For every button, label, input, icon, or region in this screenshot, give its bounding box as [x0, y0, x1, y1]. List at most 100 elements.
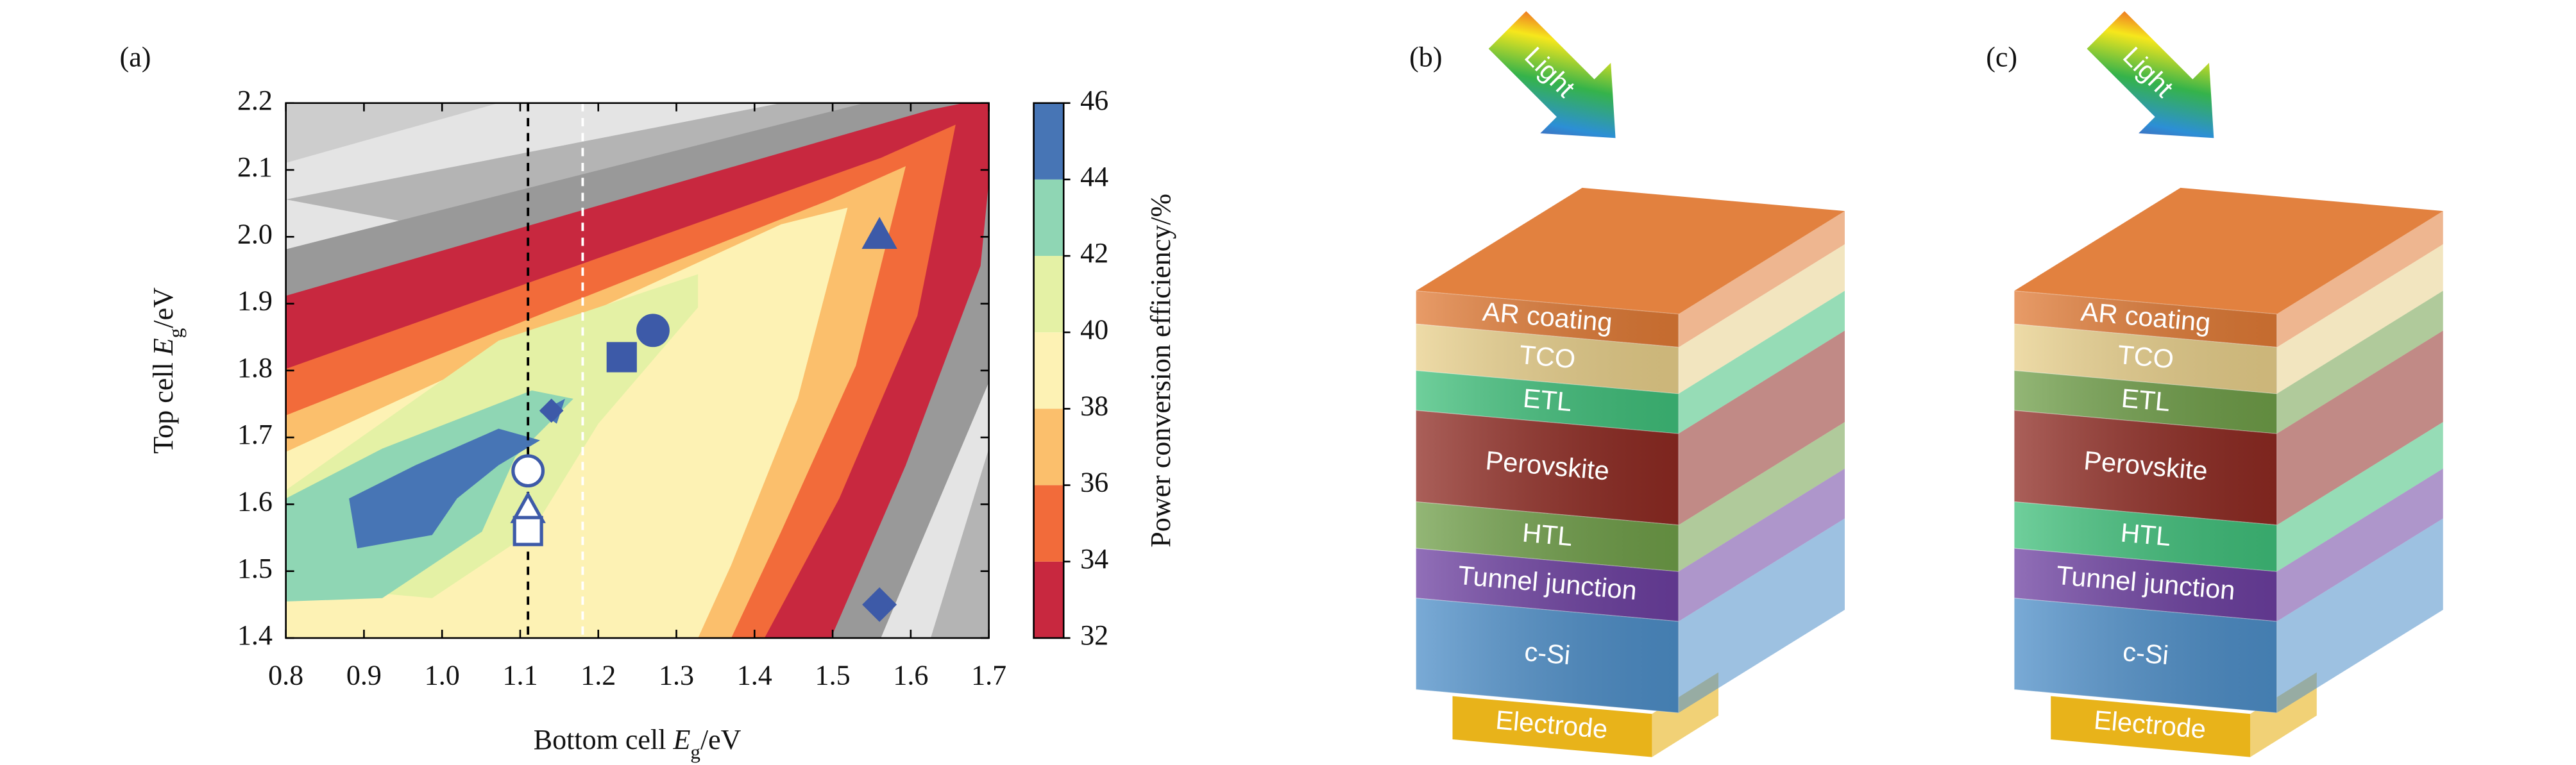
colorbar-frame — [1033, 102, 1065, 639]
layer-shade — [2014, 598, 2277, 713]
layer-shade — [1416, 548, 1679, 622]
layer-side — [1678, 290, 1845, 434]
x-tick-label: 1.6 — [893, 659, 928, 691]
axis-label-part: /eV — [148, 287, 179, 328]
panel-label: (b) — [1409, 41, 1442, 72]
colorbar-band — [1033, 408, 1064, 485]
layer-label: ETL — [1522, 383, 1573, 417]
contour-map — [285, 103, 989, 638]
x-tick-label: 1.5 — [815, 659, 851, 691]
axis-label-part: g — [164, 328, 187, 339]
x-tick-label: 1.7 — [971, 659, 1006, 691]
layer-side — [2276, 330, 2443, 525]
electrode — [1452, 696, 1652, 757]
x-tick-label: 1.3 — [659, 659, 694, 691]
light-arrow: Light — [2087, 11, 2214, 139]
x-tick-label: 1.0 — [425, 659, 460, 691]
colorbar-label: Power conversion efficiency/% — [1145, 194, 1176, 548]
layer-shade — [1416, 598, 1679, 713]
layer-shade — [2014, 548, 2277, 622]
layer-shade — [1416, 370, 1679, 434]
axis-label: Bottom cell Eg/eV — [534, 724, 741, 763]
colorbar-band — [1033, 256, 1064, 333]
axis-label-part: E — [148, 338, 179, 356]
marker — [606, 342, 637, 373]
layer-shade — [1416, 290, 1679, 348]
colorbar-tick-label: 40 — [1080, 314, 1108, 345]
layer-side — [1678, 422, 1845, 572]
layer-label: c-Si — [1523, 636, 1572, 670]
light-arrow: Light — [1488, 11, 1616, 139]
layer-label: TCO — [1518, 339, 1577, 374]
layer-shade — [2014, 290, 2277, 348]
marker — [861, 217, 897, 249]
marker — [511, 454, 545, 488]
colorbar-tick-label: 36 — [1080, 467, 1108, 498]
colorbar-tick-label: 38 — [1080, 391, 1108, 422]
colorbar-band — [1033, 561, 1064, 638]
layer-side — [2276, 244, 2443, 394]
layer-side — [2276, 211, 2443, 348]
layer-shade — [2014, 410, 2277, 525]
colorbar-band — [1033, 485, 1064, 562]
layer-side — [1678, 468, 1845, 622]
layer-top — [2014, 187, 2443, 314]
layer-shade — [1416, 501, 1679, 572]
layer-shade — [2014, 370, 2277, 434]
x-tick-label: 1.2 — [580, 659, 616, 691]
x-tick-label: 0.9 — [346, 659, 382, 691]
y-tick-label: 1.5 — [237, 553, 273, 584]
layer-side — [1678, 244, 1845, 394]
panel-label: (c) — [1986, 41, 2017, 72]
colorbar-tick-label: 42 — [1080, 237, 1108, 269]
layer-label: HTL — [1521, 517, 1573, 552]
colorbar-tick-label: 46 — [1080, 85, 1108, 116]
arrow-shape — [2087, 11, 2214, 139]
x-tick-label: 1.1 — [502, 659, 538, 691]
colorbar-tick-label: 44 — [1080, 161, 1108, 192]
marker — [636, 314, 670, 348]
panel-label: (a) — [120, 41, 151, 72]
layer-shade — [1416, 410, 1679, 525]
layer-shade — [1416, 324, 1679, 394]
y-tick-label: 2.2 — [237, 85, 273, 116]
y-tick-label: 1.7 — [237, 419, 273, 450]
arrow-shape — [1488, 11, 1616, 139]
y-tick-label: 2.0 — [237, 218, 273, 249]
marker — [513, 516, 543, 546]
axis-label: Top cell Eg/eV — [148, 287, 187, 454]
axis-label-part: g — [690, 741, 700, 763]
y-tick-label: 2.1 — [237, 151, 273, 183]
colorbar-band — [1033, 332, 1064, 409]
contour-band — [349, 428, 541, 549]
colorbar-band — [1033, 103, 1064, 180]
layer-label: HTL — [2119, 517, 2172, 552]
y-tick-label: 1.4 — [237, 619, 273, 651]
x-tick-label: 0.8 — [268, 659, 303, 691]
layer-label: ETL — [2120, 383, 2171, 417]
y-tick-label: 1.8 — [237, 352, 273, 383]
y-tick-label: 1.6 — [237, 486, 273, 517]
layer-side — [2276, 290, 2443, 434]
colorbar-tick-label: 34 — [1080, 543, 1108, 575]
layer-side — [1678, 211, 1845, 348]
x-tick-label: 1.4 — [737, 659, 772, 691]
marker — [862, 587, 897, 622]
electrode — [2051, 696, 2251, 757]
axis-label-part: E — [672, 724, 690, 755]
layer-label: c-Si — [2122, 636, 2170, 670]
axis-label-part: Top cell — [148, 355, 179, 453]
colorbar-tick-label: 32 — [1080, 619, 1108, 651]
axis-label-part: Bottom cell — [534, 724, 674, 755]
layer-side — [1678, 330, 1845, 525]
colorbar-band — [1033, 179, 1064, 256]
marker — [539, 398, 564, 423]
layer-side — [2276, 518, 2443, 713]
layer-side — [2276, 468, 2443, 622]
layer-side — [1678, 518, 1845, 713]
axis-label-part: /eV — [700, 724, 741, 755]
layer-label: TCO — [2117, 339, 2175, 374]
layer-side — [2276, 422, 2443, 572]
